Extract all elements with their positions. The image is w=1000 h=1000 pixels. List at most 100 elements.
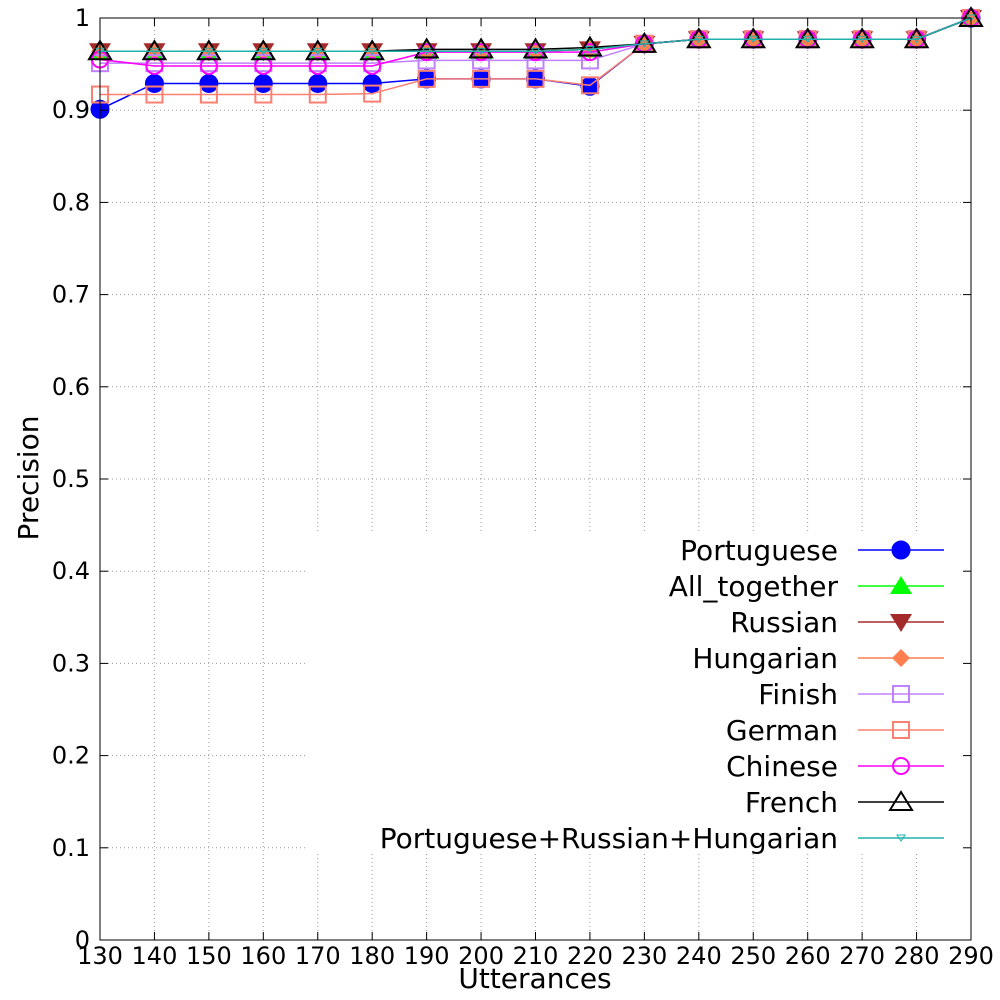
legend: PortugueseAll_togetherRussianHungarianFi… xyxy=(380,534,944,855)
legend-marker xyxy=(892,685,910,703)
y-tick-label: 0.5 xyxy=(52,465,90,493)
x-tick-label: 150 xyxy=(186,942,232,970)
legend-label: Finish xyxy=(758,678,838,711)
y-tick-label: 0.1 xyxy=(52,834,90,862)
data-point xyxy=(802,35,813,44)
data-point xyxy=(421,47,432,56)
data-point xyxy=(254,56,273,75)
data-point xyxy=(144,73,164,93)
legend-entry: All_together xyxy=(669,570,944,603)
data-point xyxy=(362,73,382,93)
data-point xyxy=(849,27,875,49)
data-point xyxy=(308,85,327,104)
x-tick-label: 270 xyxy=(839,942,885,970)
legend-marker xyxy=(896,834,906,842)
data-point xyxy=(363,56,382,75)
data-point xyxy=(639,40,650,48)
data-point xyxy=(308,73,328,93)
legend-label: German xyxy=(726,714,838,747)
x-tick-label: 130 xyxy=(77,942,123,970)
series-line xyxy=(100,17,972,52)
data-point xyxy=(196,39,222,61)
data-point xyxy=(530,47,541,56)
legend-label: Portuguese xyxy=(680,534,838,567)
data-point xyxy=(308,56,327,75)
data-point xyxy=(363,84,382,103)
data-point xyxy=(199,73,219,93)
data-point xyxy=(312,47,323,56)
data-point xyxy=(740,27,767,49)
data-point xyxy=(199,56,218,75)
data-point xyxy=(250,39,277,61)
y-tick-label: 0.3 xyxy=(52,649,90,677)
y-tick-label: 1 xyxy=(75,4,90,32)
legend-entry: Russian xyxy=(730,606,944,639)
data-point xyxy=(911,35,922,44)
x-tick-label: 280 xyxy=(894,942,940,970)
y-axis-ticks: 0 0.1 0.2 0.3 0.4 0.5 0.6 0.7 0.8 0.9 1 xyxy=(52,4,971,954)
x-tick-label: 290 xyxy=(948,942,994,970)
legend-label: Hungarian xyxy=(692,642,838,675)
x-tick-label: 220 xyxy=(567,942,613,970)
y-tick-label: 0.7 xyxy=(52,281,90,309)
legend-box xyxy=(306,532,970,854)
data-point xyxy=(857,35,868,44)
data-point xyxy=(304,39,331,61)
data-point xyxy=(254,85,273,104)
data-point xyxy=(577,35,603,57)
data-point xyxy=(468,37,494,59)
legend-marker xyxy=(892,649,910,667)
data-point xyxy=(145,56,164,75)
x-tick-label: 170 xyxy=(295,942,341,970)
legend-marker xyxy=(890,576,912,594)
legend-marker xyxy=(892,721,910,739)
y-tick-label: 0 xyxy=(75,926,90,954)
x-tick-label: 190 xyxy=(404,942,450,970)
series-lines xyxy=(87,6,984,119)
data-point xyxy=(141,39,168,61)
x-tick-label: 230 xyxy=(621,942,667,970)
legend-background xyxy=(306,532,970,854)
legend-entry: Portuguese xyxy=(680,534,944,567)
data-point xyxy=(580,76,599,95)
x-tick-label: 200 xyxy=(458,942,504,970)
x-axis-ticks: 130 140 150 160 170 180 190 200 210 220 230 240 250 2… xyxy=(77,18,994,970)
legend-entry: Portuguese+Russian+Hungarian xyxy=(380,822,944,855)
x-tick-label: 160 xyxy=(240,942,286,970)
data-point xyxy=(748,35,759,44)
legend-marker xyxy=(888,790,914,811)
x-tick-label: 180 xyxy=(349,942,395,970)
data-point xyxy=(693,35,704,44)
data-point xyxy=(903,27,930,49)
data-point xyxy=(417,69,436,88)
data-point xyxy=(367,47,378,56)
legend-entry: Chinese xyxy=(726,750,944,783)
x-tick-label: 250 xyxy=(730,942,776,970)
legend-label: Portuguese+Russian+Hungarian xyxy=(380,822,838,855)
x-axis-title: Utterances xyxy=(458,962,611,995)
data-point xyxy=(794,27,821,49)
x-tick-label: 260 xyxy=(785,942,831,970)
data-point xyxy=(526,69,545,88)
data-point xyxy=(522,37,549,59)
x-tick-label: 140 xyxy=(132,942,178,970)
data-point xyxy=(145,85,164,104)
y-axis-title: Precision xyxy=(12,416,45,541)
data-point xyxy=(258,47,269,56)
legend-entry: German xyxy=(726,714,944,747)
legend-label: All_together xyxy=(669,570,839,603)
y-tick-label: 0.4 xyxy=(52,557,90,585)
data-point xyxy=(149,47,160,56)
series-portuguese-russian-hungarian xyxy=(95,14,976,56)
data-point xyxy=(472,69,491,88)
legend-marker xyxy=(891,540,911,560)
legend-label: French xyxy=(745,786,838,819)
data-point xyxy=(686,27,712,49)
x-tick-label: 240 xyxy=(676,942,722,970)
legend-entry: Finish xyxy=(758,678,944,711)
y-tick-label: 0.9 xyxy=(52,96,90,124)
y-tick-label: 0.2 xyxy=(52,742,90,770)
legend-entry: French xyxy=(745,786,944,819)
legend-entry: Hungarian xyxy=(692,642,944,675)
